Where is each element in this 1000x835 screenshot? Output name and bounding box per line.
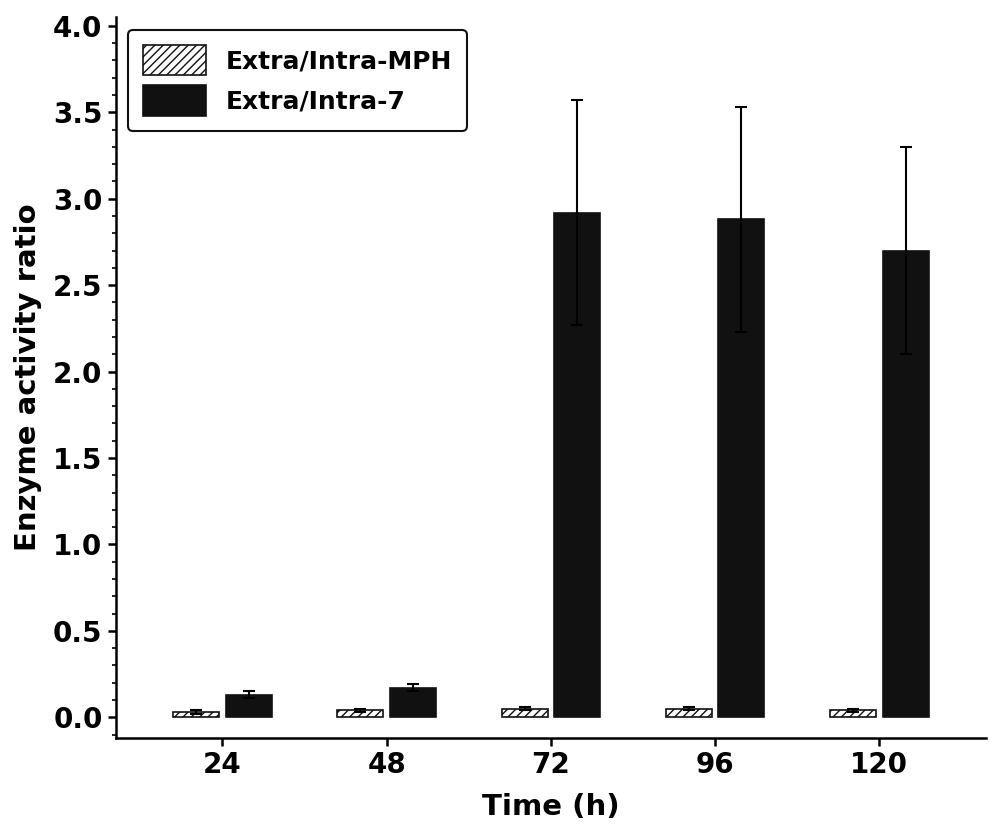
Bar [666, 709, 712, 717]
Bar [337, 711, 383, 717]
Legend: Extra/Intra-MPH, Extra/Intra-7: Extra/Intra-MPH, Extra/Intra-7 [128, 30, 467, 131]
Bar [883, 250, 929, 717]
X-axis label: Time (h): Time (h) [482, 793, 620, 821]
Bar [226, 695, 272, 717]
Bar [502, 709, 548, 717]
Y-axis label: Enzyme activity ratio: Enzyme activity ratio [14, 204, 42, 551]
Bar [554, 213, 600, 717]
Bar [390, 688, 436, 717]
Bar [718, 220, 764, 717]
Bar [173, 712, 219, 717]
Bar [830, 711, 876, 717]
